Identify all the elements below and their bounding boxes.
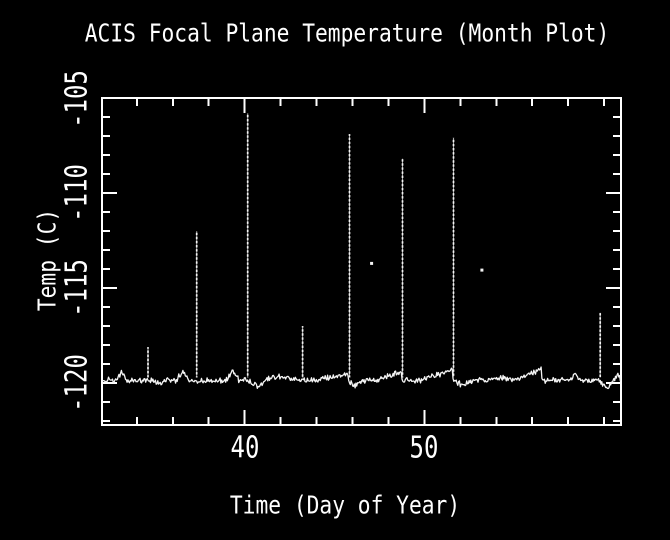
x-tick-label-40: 40 bbox=[230, 430, 260, 466]
temperature-spikes bbox=[147, 113, 602, 378]
outlier-points bbox=[370, 261, 484, 272]
chart-title: ACIS Focal Plane Temperature (Month Plot… bbox=[84, 18, 610, 48]
axis-ticks bbox=[102, 98, 621, 425]
temperature-trace bbox=[101, 366, 622, 390]
x-axis-title: Time (Day of Year) bbox=[229, 490, 461, 520]
plot-frame bbox=[101, 97, 622, 426]
x-tick-label-50: 50 bbox=[409, 430, 439, 466]
